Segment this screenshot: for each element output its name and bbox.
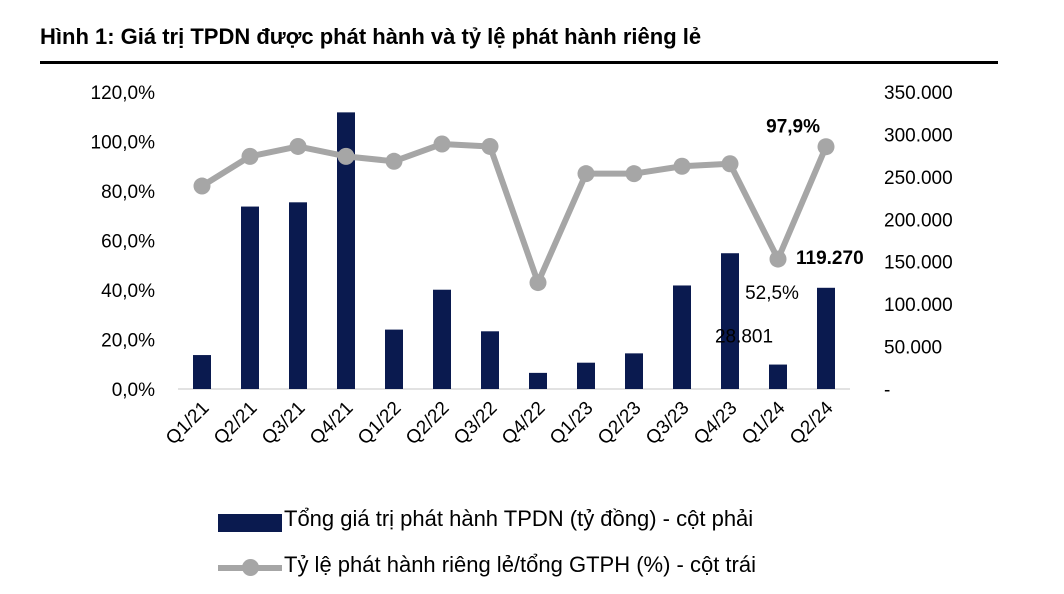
bar: [241, 206, 259, 389]
bar: [385, 329, 403, 389]
line-point: [385, 152, 403, 170]
right-tick-label: 150.000: [884, 253, 953, 274]
category-label: Q1/23: [546, 398, 597, 449]
category-label: Q2/23: [594, 398, 645, 449]
legend-swatch-line: [218, 559, 282, 576]
line-series: [193, 135, 835, 292]
right-tick-label: 350.000: [884, 83, 953, 104]
bar: [625, 353, 643, 389]
left-axis-ticks: 0,0% 20,0% 40,0% 60,0% 80,0% 100,0% 120,0%: [91, 83, 156, 401]
data-label: 52,5%: [745, 283, 799, 304]
category-label: Q1/21: [162, 398, 213, 449]
legend-swatch-bar: [218, 514, 282, 532]
legend-label-bars: Tổng giá trị phát hành TPDN (tỷ đồng) - …: [284, 506, 754, 531]
line-point: [289, 137, 307, 155]
category-label: Q2/21: [210, 398, 261, 449]
left-tick-label: 60,0%: [101, 232, 155, 253]
line-point: [529, 274, 547, 292]
category-labels: Q1/21Q2/21Q3/21Q4/21Q1/22Q2/22Q3/22Q4/22…: [162, 397, 838, 449]
bar: [481, 331, 499, 389]
line-point: [577, 165, 595, 183]
category-label: Q3/21: [258, 398, 309, 449]
bar-series: [193, 112, 835, 389]
data-label: 97,9%: [766, 117, 820, 138]
category-label: Q1/22: [354, 398, 405, 449]
figure-title: Hình 1: Giá trị TPDN được phát hành và t…: [40, 24, 702, 49]
line-point: [433, 135, 451, 153]
bar: [673, 285, 691, 389]
category-label: Q4/23: [690, 398, 741, 449]
line-point: [481, 137, 499, 155]
data-label: 28.801: [715, 327, 773, 348]
line-point: [241, 147, 259, 165]
right-tick-label: 250.000: [884, 168, 953, 189]
category-label: Q4/21: [306, 398, 357, 449]
category-label: Q4/22: [498, 398, 549, 449]
right-axis-ticks: - 50.000 100.000 150.000 200.000 250.000 300.0…: [884, 83, 953, 401]
left-tick-label: 80,0%: [101, 182, 155, 203]
left-tick-label: 40,0%: [101, 281, 155, 302]
data-labels: 97,9% 119.270 52,5% 28.801: [715, 117, 864, 348]
category-label: Q2/22: [402, 398, 453, 449]
bar: [193, 355, 211, 389]
right-tick-label: 200.000: [884, 210, 953, 231]
title-divider: [40, 61, 998, 64]
right-tick-label: 50.000: [884, 338, 942, 359]
line-point: [625, 165, 643, 183]
left-tick-label: 100,0%: [91, 133, 156, 154]
left-tick-label: 0,0%: [112, 380, 155, 401]
bar: [433, 289, 451, 389]
right-tick-label: -: [884, 380, 890, 401]
data-label: 119.270: [796, 248, 864, 269]
left-tick-label: 120,0%: [91, 83, 156, 104]
category-label: Q3/22: [450, 398, 501, 449]
bar: [721, 253, 739, 389]
line-point: [817, 138, 835, 156]
combo-chart: 0,0% 20,0% 40,0% 60,0% 80,0% 100,0% 120,0% - 50…: [91, 83, 953, 449]
category-label: Q2/24: [786, 397, 838, 449]
bar: [529, 372, 547, 389]
left-tick-label: 20,0%: [101, 331, 155, 352]
bar: [577, 362, 595, 389]
bar: [817, 287, 835, 389]
line-point: [193, 177, 211, 195]
category-label: Q3/23: [642, 398, 693, 449]
line-point: [337, 147, 355, 165]
line-point: [721, 155, 739, 173]
right-tick-label: 100.000: [884, 295, 953, 316]
category-label: Q1/24: [738, 397, 790, 449]
bar: [289, 202, 307, 389]
line-point: [769, 250, 787, 268]
bar: [337, 112, 355, 389]
line-point: [673, 157, 691, 175]
legend-label-line: Tỷ lệ phát hành riêng lẻ/tổng GTPH (%) -…: [284, 552, 756, 577]
bar: [769, 364, 787, 389]
right-tick-label: 300.000: [884, 125, 953, 146]
